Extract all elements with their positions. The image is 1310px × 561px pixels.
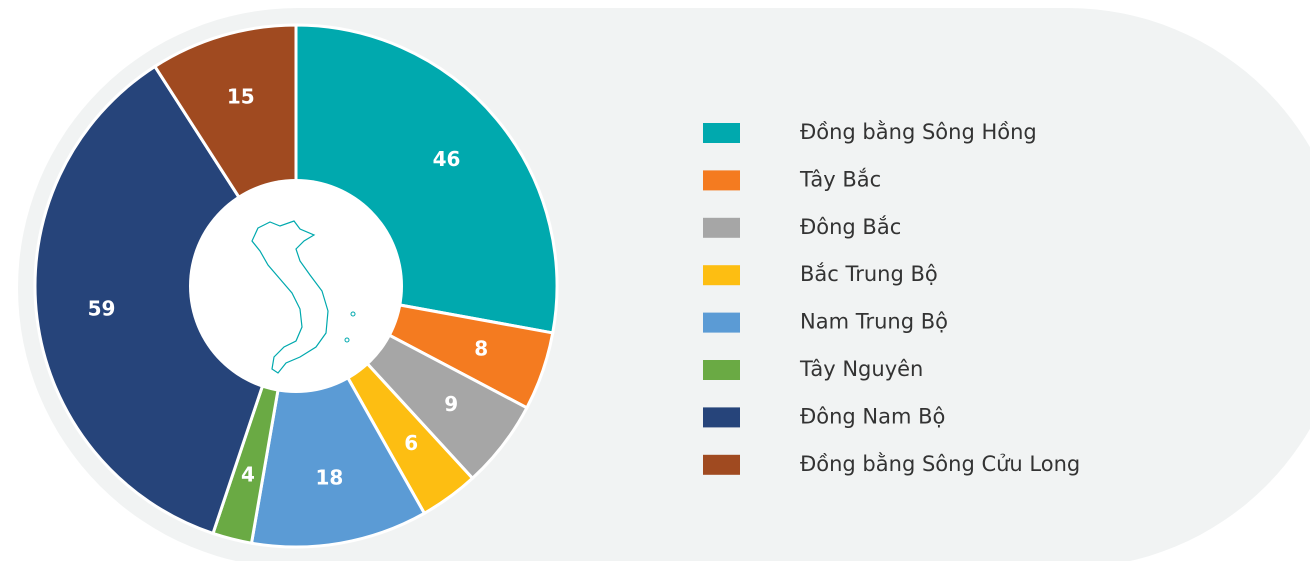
legend-label: Đồng bằng Sông Hồng [800, 120, 1037, 144]
legend-swatch [703, 265, 740, 286]
map-island [350, 311, 356, 317]
map-island [344, 337, 350, 343]
labels: 46 8 9 6 18 4 59 15 [88, 84, 489, 489]
legend-swatch [703, 217, 740, 238]
legend-swatch [703, 123, 740, 143]
legend-label: Đồng bằng Sông Cửu Long [800, 452, 1080, 476]
legend-swatch [703, 360, 740, 380]
legend-label: Đông Nam Bộ [800, 404, 945, 428]
data-label: 46 [433, 147, 461, 171]
slice [33, 64, 298, 536]
legend-label: Bắc Trung Bộ [800, 262, 938, 286]
legend-swatch [703, 170, 740, 191]
data-label: 4 [241, 463, 255, 487]
legend-swatch [703, 454, 740, 475]
legend-label: Tây Nguyên [799, 357, 923, 381]
legend-label: Đông Bắc [800, 215, 901, 239]
legend-label: Tây Bắc [799, 167, 881, 191]
data-label: 8 [474, 337, 488, 361]
data-label: 9 [444, 392, 458, 416]
legend-swatch [703, 407, 740, 428]
data-label: 18 [316, 466, 344, 490]
legend-swatch [703, 312, 740, 333]
data-label: 15 [227, 84, 255, 108]
legend: Đồng bằng Sông Hồng Tây Bắc Đông Bắc Bắc Tr… [703, 120, 1080, 476]
donut-hole [189, 179, 403, 393]
data-label: 59 [88, 297, 116, 321]
data-label: 6 [404, 431, 418, 455]
legend-label: Nam Trung Bộ [800, 310, 948, 334]
map-icon [251, 220, 329, 374]
